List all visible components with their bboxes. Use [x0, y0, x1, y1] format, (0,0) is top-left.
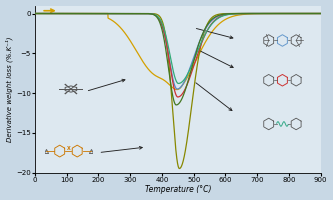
X-axis label: Temperature (°C): Temperature (°C): [145, 185, 211, 194]
Y-axis label: Derivative weight loss (%.K⁻¹): Derivative weight loss (%.K⁻¹): [6, 36, 13, 142]
